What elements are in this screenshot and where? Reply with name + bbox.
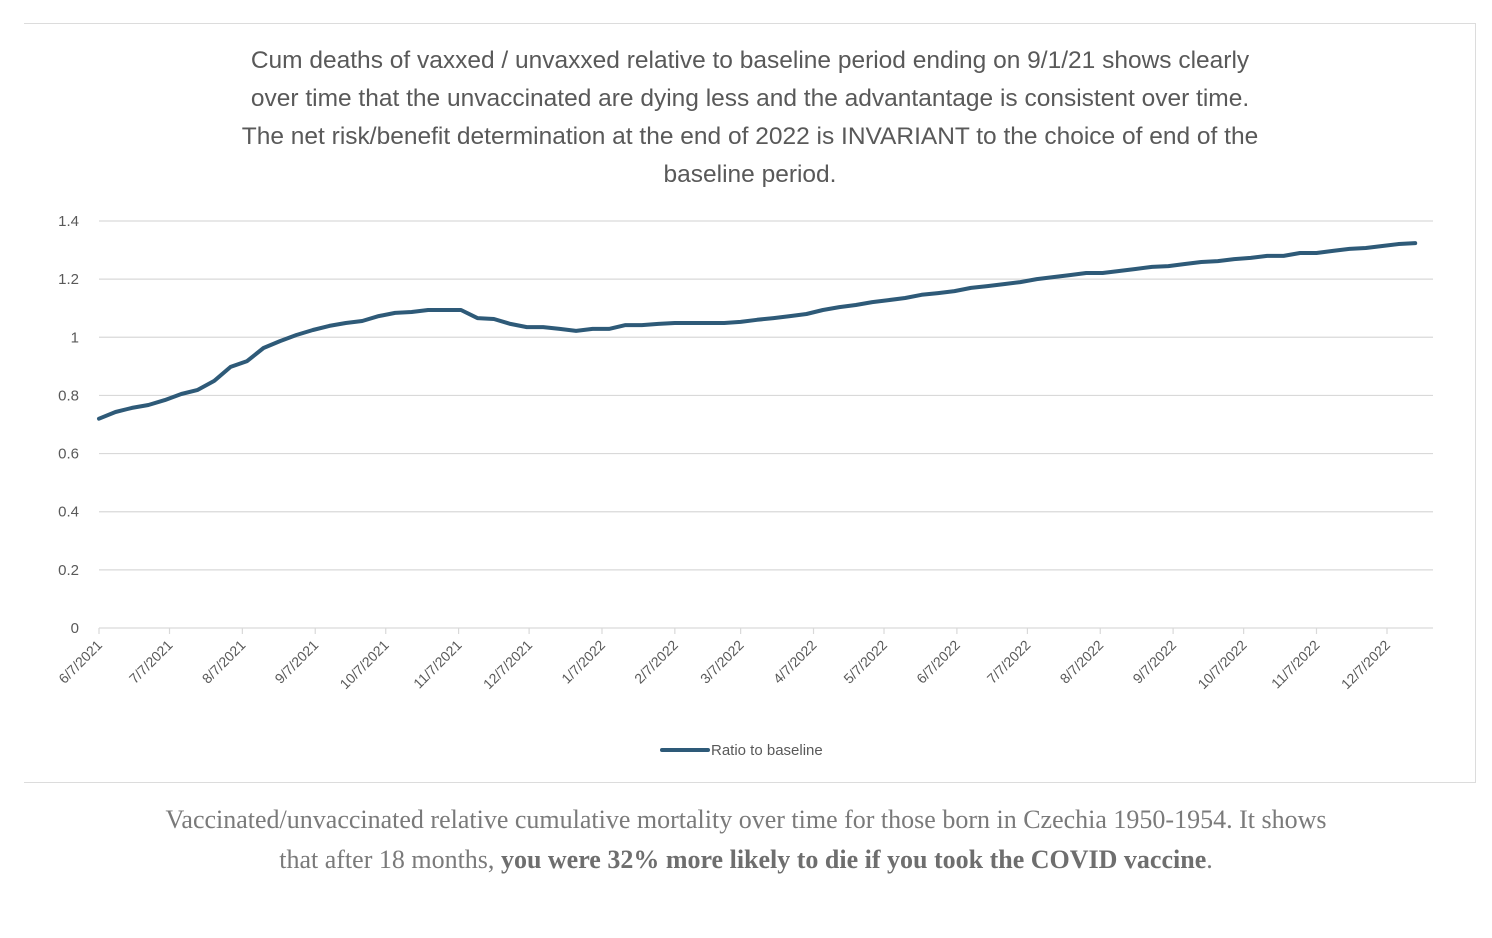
legend-line-swatch xyxy=(660,748,710,752)
legend: Ratio to baseline xyxy=(660,739,823,761)
y-tick-label: 1.2 xyxy=(58,271,79,288)
y-tick-label: 1.4 xyxy=(58,213,79,230)
x-tick-label: 8/7/2021 xyxy=(199,637,249,687)
chart-title-line-4: baseline period. xyxy=(663,161,837,188)
x-tick-label: 1/7/2022 xyxy=(558,637,608,687)
y-axis-ticks: 0 0.2 0.4 0.6 0.8 1 1.2 1.4 xyxy=(58,213,79,637)
series-line xyxy=(97,241,1418,421)
figure-caption: Vaccinated/unvaccinated relative cumulat… xyxy=(150,800,1342,880)
x-axis: 6/7/2021 7/7/2021 8/7/2021 9/7/2021 10/7/202… xyxy=(55,628,1393,692)
x-tick-label: 12/7/2022 xyxy=(1338,637,1394,693)
y-tick-label: 0.6 xyxy=(58,446,79,463)
caption-emphasis: you were 32% more likely to die if you t… xyxy=(500,845,1207,874)
x-tick-label: 6/7/2022 xyxy=(913,637,963,687)
caption-tail: . xyxy=(1206,845,1213,874)
x-tick-label: 3/7/2022 xyxy=(697,637,747,687)
caption-text: Vaccinated/unvaccinated relative cumulat… xyxy=(165,805,1327,874)
x-tick-label: 11/7/2021 xyxy=(410,637,465,692)
x-tick-label: 4/7/2022 xyxy=(770,637,820,687)
y-tick-label: 0.2 xyxy=(58,562,79,579)
x-tick-label: 11/7/2022 xyxy=(1268,637,1323,692)
x-tick-label: 9/7/2021 xyxy=(272,637,322,687)
x-tick-label: 5/7/2022 xyxy=(840,637,890,687)
x-tick-label: 2/7/2022 xyxy=(631,637,681,687)
series-ratio-to-baseline xyxy=(97,241,1418,421)
x-tick-label: 7/7/2021 xyxy=(126,637,176,687)
x-tick-label: 9/7/2022 xyxy=(1129,637,1179,687)
chart-title-line-3: The net risk/benefit determination at th… xyxy=(241,123,1259,150)
gridlines xyxy=(99,220,1433,629)
x-tick-label: 10/7/2022 xyxy=(1194,637,1250,693)
y-tick-label: 0.8 xyxy=(58,387,79,404)
y-tick-label: 1 xyxy=(71,329,79,346)
x-tick-label: 7/7/2022 xyxy=(984,637,1034,687)
chart-frame xyxy=(24,23,1476,783)
y-tick-label: 0.4 xyxy=(58,504,79,521)
x-tick-label: 12/7/2021 xyxy=(480,637,536,693)
x-tick-label: 6/7/2021 xyxy=(55,637,105,687)
x-tick-label: 10/7/2021 xyxy=(337,637,393,693)
chart-title: Cum deaths of vaxxed / unvaxxed relative… xyxy=(140,42,1360,194)
chart-title-line-1: Cum deaths of vaxxed / unvaxxed relative… xyxy=(250,47,1250,74)
legend-label: Ratio to baseline xyxy=(711,741,823,759)
chart-title-line-2: over time that the unvaccinated are dyin… xyxy=(250,85,1250,112)
y-tick-label: 0 xyxy=(71,620,79,637)
x-tick-label: 8/7/2022 xyxy=(1057,637,1107,687)
